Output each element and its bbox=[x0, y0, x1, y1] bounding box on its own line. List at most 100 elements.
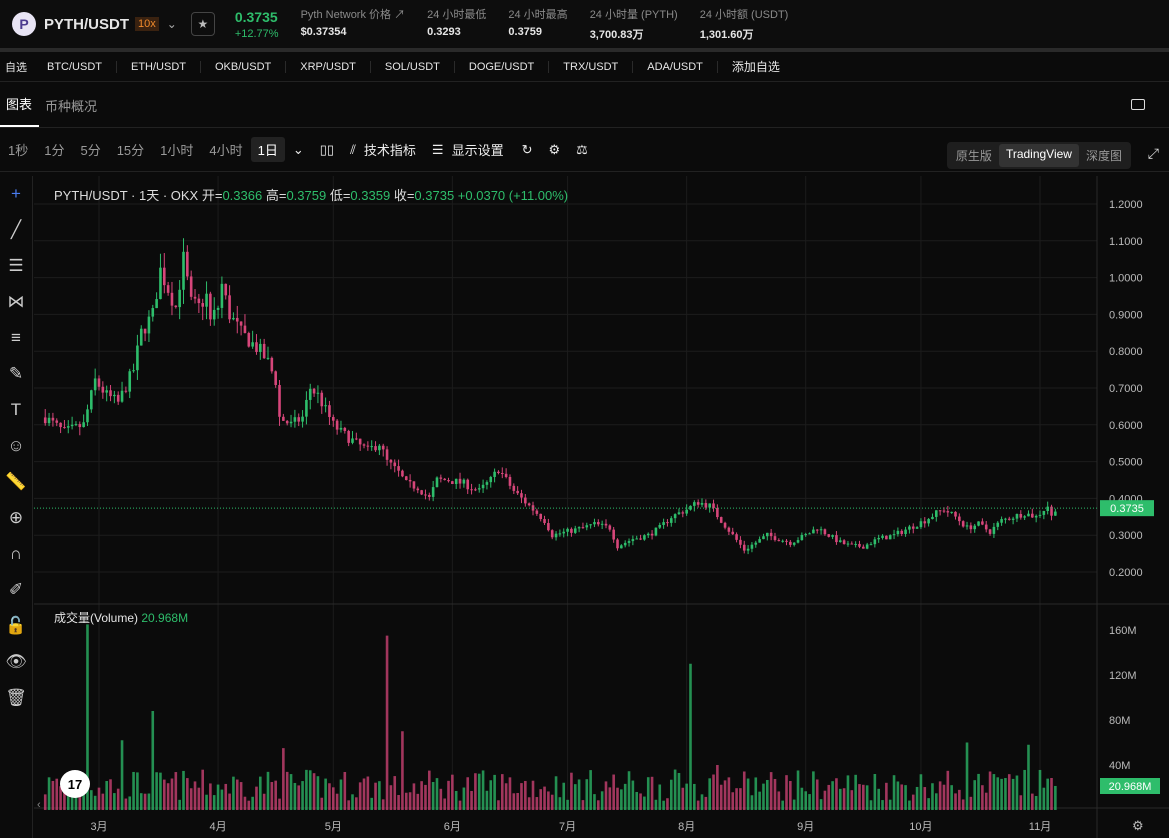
crosshair-icon[interactable]: + bbox=[11, 184, 21, 203]
price-chart[interactable]: 1.2000 1.1000 1.0000 0.9000 0.8000 0.7000 0.60… bbox=[34, 176, 1169, 838]
candle-body bbox=[93, 378, 97, 391]
ruler-icon[interactable]: 📏 bbox=[5, 472, 27, 491]
candle-body bbox=[792, 542, 796, 545]
volume-tick: 120M bbox=[1109, 670, 1137, 682]
chevron-down-icon[interactable]: ⌄ bbox=[166, 17, 177, 31]
horizontal-lines-icon[interactable]: ☰ bbox=[8, 256, 24, 275]
view-2[interactable]: 深度图 bbox=[1085, 149, 1122, 163]
candle-body bbox=[873, 539, 877, 545]
volume-bar bbox=[458, 800, 462, 810]
interval-5[interactable]: 4小时 bbox=[209, 143, 243, 158]
candle-body bbox=[881, 535, 884, 538]
interval-dropdown-icon[interactable]: ⌄ bbox=[292, 141, 304, 157]
candle-body bbox=[762, 536, 765, 540]
volume-bar bbox=[347, 800, 350, 810]
interval-6[interactable]: 1日 bbox=[250, 137, 285, 162]
volume-bar bbox=[159, 772, 162, 810]
volume-bar bbox=[90, 790, 93, 810]
candle-body bbox=[424, 494, 427, 496]
view-0[interactable]: 原生版 bbox=[955, 149, 992, 163]
candle-body bbox=[47, 417, 51, 424]
favorite-item[interactable]: DOGE/USDT bbox=[455, 60, 550, 73]
trash-icon[interactable]: 🗑 bbox=[5, 688, 27, 707]
favorite-item[interactable]: OKB/USDT bbox=[201, 60, 287, 73]
fullscreen-icon[interactable]: ⤢ bbox=[1147, 145, 1159, 161]
volume-bar bbox=[735, 788, 738, 810]
candle-body bbox=[82, 422, 85, 428]
interval-1[interactable]: 1分 bbox=[44, 143, 65, 158]
candle-body bbox=[623, 542, 627, 546]
candle-body bbox=[355, 438, 358, 440]
view-1[interactable]: TradingView bbox=[998, 144, 1079, 167]
volume-bar bbox=[93, 795, 97, 810]
replay-icon[interactable]: ↻ bbox=[521, 141, 533, 157]
pattern-icon[interactable]: ⋈ bbox=[7, 292, 25, 311]
text-icon[interactable]: T bbox=[10, 400, 22, 419]
zoom-in-icon[interactable]: ⊕ bbox=[8, 508, 24, 527]
emoji-icon[interactable]: ☺ bbox=[7, 436, 25, 455]
volume-bar bbox=[282, 748, 285, 810]
candle-body bbox=[562, 531, 566, 534]
volume-bar bbox=[758, 791, 761, 810]
indicators-icon[interactable]: ⫽ bbox=[350, 141, 356, 157]
eye-icon[interactable]: 👁 bbox=[5, 652, 27, 671]
volume-bar bbox=[362, 778, 366, 810]
volume-bar bbox=[428, 770, 431, 810]
candle-body bbox=[927, 519, 930, 524]
brush-icon[interactable]: ✎ bbox=[8, 364, 24, 383]
candle-body bbox=[631, 539, 635, 542]
candle-body bbox=[858, 543, 861, 547]
fib-icon[interactable]: ≡ bbox=[11, 328, 21, 347]
volume-bar bbox=[1046, 778, 1049, 810]
favorite-item[interactable]: ETH/USDT bbox=[117, 60, 201, 73]
volume-bar bbox=[497, 800, 500, 810]
favorite-item[interactable]: 自选 bbox=[5, 61, 27, 74]
candle-body bbox=[785, 540, 788, 542]
volume-bar bbox=[297, 785, 301, 810]
tab-overview[interactable]: 币种概况 bbox=[45, 99, 98, 114]
favorite-item[interactable]: XRP/USDT bbox=[286, 60, 371, 73]
candle-body bbox=[412, 481, 416, 489]
pyth-logo: P bbox=[12, 12, 36, 36]
favorite-item[interactable]: BTC/USDT bbox=[33, 60, 117, 73]
gear-icon[interactable]: ⚙ bbox=[548, 141, 561, 157]
lock-icon[interactable]: 🔓 bbox=[5, 616, 27, 635]
favorite-item[interactable]: 添加自选 bbox=[731, 60, 780, 74]
candle-body bbox=[543, 519, 546, 524]
display-settings-icon[interactable]: ☰ bbox=[431, 141, 444, 157]
tradingview-logo[interactable]: 17 bbox=[60, 770, 90, 798]
favorite-star-icon[interactable]: ★ bbox=[190, 12, 215, 36]
candle-body bbox=[55, 420, 59, 423]
volume-bar bbox=[132, 771, 135, 810]
volume-bar bbox=[109, 779, 112, 810]
trend-line-icon[interactable]: ╱ bbox=[10, 220, 22, 239]
lock-drawing-icon[interactable]: ✐ bbox=[8, 580, 24, 599]
interval-0[interactable]: 1秒 bbox=[8, 143, 29, 158]
interval-2[interactable]: 5分 bbox=[80, 143, 101, 158]
scale-icon[interactable]: ⚖ bbox=[576, 141, 588, 157]
interval-4[interactable]: 1小时 bbox=[160, 143, 194, 158]
stat-label: 24 小时量 (PYTH) bbox=[589, 9, 678, 21]
favorite-item[interactable]: ADA/USDT bbox=[633, 60, 718, 73]
volume-bar bbox=[696, 800, 700, 810]
candle-body bbox=[1034, 515, 1038, 518]
candle-type-icon[interactable]: ▯▯ bbox=[319, 141, 335, 157]
chart-settings-icon[interactable]: ⚙ bbox=[1132, 818, 1144, 833]
candle-body bbox=[186, 251, 189, 277]
scroll-left-icon[interactable]: ‹ bbox=[37, 799, 41, 811]
window-icon[interactable] bbox=[1131, 99, 1145, 110]
interval-3[interactable]: 15分 bbox=[116, 143, 145, 158]
tab-chart[interactable]: 图表 bbox=[0, 94, 40, 127]
indicators-button[interactable]: 技术指标 bbox=[363, 143, 416, 158]
magnet-icon[interactable]: ∩ bbox=[9, 544, 23, 563]
stat-value: $0.37354 bbox=[300, 26, 347, 38]
favorite-item[interactable]: TRX/USDT bbox=[549, 60, 634, 73]
time-tick: 5月 bbox=[325, 821, 342, 833]
display-settings-button[interactable]: 显示设置 bbox=[451, 143, 504, 158]
candle-body bbox=[988, 529, 992, 534]
favorite-item[interactable]: SOL/USDT bbox=[371, 60, 455, 73]
volume-bar bbox=[316, 776, 320, 810]
volume-bar bbox=[228, 793, 231, 810]
pair-name[interactable]: PYTH/USDT bbox=[44, 15, 130, 33]
volume-bar bbox=[239, 782, 243, 810]
